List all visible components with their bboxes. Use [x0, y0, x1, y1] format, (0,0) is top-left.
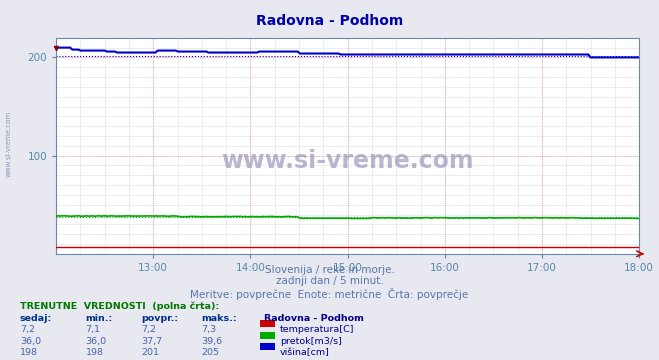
Text: maks.:: maks.:: [201, 314, 237, 323]
Text: 37,7: 37,7: [142, 337, 163, 346]
Text: 198: 198: [20, 348, 38, 357]
Text: Radovna - Podhom: Radovna - Podhom: [264, 314, 364, 323]
Text: 201: 201: [142, 348, 159, 357]
Text: Meritve: povprečne  Enote: metrične  Črta: povprečje: Meritve: povprečne Enote: metrične Črta:…: [190, 288, 469, 300]
Text: 198: 198: [86, 348, 103, 357]
Text: zadnji dan / 5 minut.: zadnji dan / 5 minut.: [275, 276, 384, 287]
Text: 39,6: 39,6: [201, 337, 222, 346]
Text: sedaj:: sedaj:: [20, 314, 52, 323]
Text: 7,1: 7,1: [86, 325, 101, 334]
Text: temperatura[C]: temperatura[C]: [280, 325, 355, 334]
Text: TRENUTNE  VREDNOSTI  (polna črta):: TRENUTNE VREDNOSTI (polna črta):: [20, 301, 219, 311]
Text: 7,2: 7,2: [142, 325, 157, 334]
Text: 36,0: 36,0: [86, 337, 107, 346]
Text: povpr.:: povpr.:: [142, 314, 179, 323]
Text: min.:: min.:: [86, 314, 113, 323]
Text: 7,2: 7,2: [20, 325, 35, 334]
Text: pretok[m3/s]: pretok[m3/s]: [280, 337, 342, 346]
Text: www.si-vreme.com: www.si-vreme.com: [221, 149, 474, 173]
Text: 7,3: 7,3: [201, 325, 216, 334]
Text: 36,0: 36,0: [20, 337, 41, 346]
Text: Slovenija / reke in morje.: Slovenija / reke in morje.: [264, 265, 395, 275]
Text: www.si-vreme.com: www.si-vreme.com: [5, 111, 11, 177]
Text: 205: 205: [201, 348, 219, 357]
Text: višina[cm]: višina[cm]: [280, 348, 330, 357]
Text: Radovna - Podhom: Radovna - Podhom: [256, 14, 403, 28]
